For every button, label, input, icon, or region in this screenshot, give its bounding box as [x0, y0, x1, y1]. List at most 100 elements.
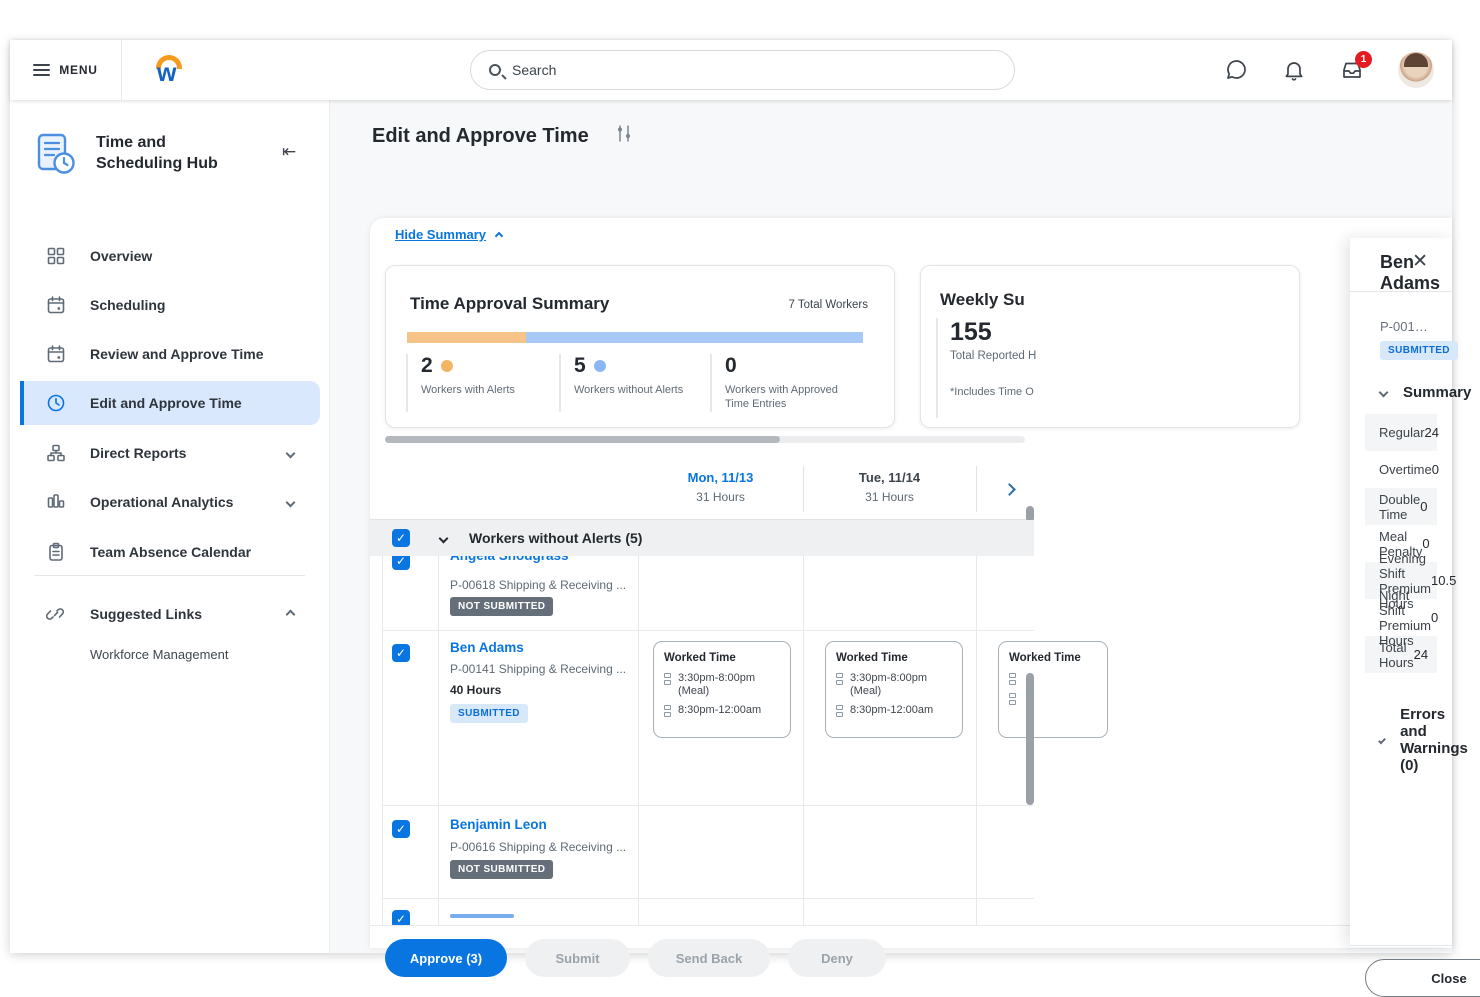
chevron-down-icon	[285, 448, 296, 458]
avatar[interactable]	[1398, 52, 1434, 88]
status-badge: SUBMITTED	[450, 704, 528, 723]
send-back-button[interactable]: Send Back	[648, 939, 770, 977]
collapse-sidebar-icon[interactable]: ⇤	[282, 142, 297, 161]
alert-dot	[440, 360, 453, 372]
inbox-icon[interactable]: 1	[1340, 51, 1372, 82]
settings-sliders-icon[interactable]	[615, 124, 634, 148]
chat-icon[interactable]	[1224, 58, 1248, 82]
card-title: Time Approval Summary	[410, 294, 610, 313]
worker-detail-panel: Ben Adams ✕ P-00141 Shipping & Receiving…	[1350, 238, 1480, 997]
approve-button[interactable]: Approve (3)	[385, 939, 507, 977]
search-input[interactable]: Search	[470, 50, 1015, 90]
grid-icon	[46, 246, 66, 266]
sidebar-item-suggested-links[interactable]: Suggested Links	[20, 592, 320, 636]
vertical-scrollbar-thumb[interactable]	[1026, 673, 1034, 805]
status-badge: NOT SUBMITTED	[450, 597, 554, 616]
time-block-icon	[836, 705, 843, 718]
table-actions-bar: Approve (3) Submit Send Back Deny	[370, 925, 1452, 977]
chevron-down-icon	[285, 497, 296, 507]
search-placeholder: Search	[512, 62, 557, 78]
app-window: MENU w Search 1	[10, 40, 1480, 997]
detail-actions-bar: Close View Profile	[1350, 945, 1480, 997]
hamburger-icon	[33, 61, 51, 79]
column-header-tue[interactable]: Tue, 11/14 31 Hours	[858, 470, 921, 504]
sidebar-item-team-absence-calendar[interactable]: Team Absence Calendar	[20, 530, 320, 574]
no-alerts-bar-segment	[525, 332, 863, 343]
chevron-right-icon	[1002, 482, 1016, 496]
close-icon[interactable]: ✕	[1412, 251, 1428, 272]
hide-summary-link[interactable]: Hide Summary	[395, 227, 504, 242]
table-header: Mon, 11/13 31 Hours Tue, 11/14 31 Hours	[370, 458, 1034, 520]
notifications-bell-icon[interactable]	[1282, 58, 1306, 82]
time-scheduling-hub-icon	[34, 132, 78, 178]
logo-arc-icon	[156, 55, 182, 69]
time-approval-summary-card: Time Approval Summary 7 Total Workers 2 …	[385, 265, 895, 428]
worker-link[interactable]: Ben Adams	[450, 640, 524, 655]
sidebar-item-operational-analytics[interactable]: Operational Analytics	[20, 480, 320, 524]
worked-time-card-tue[interactable]: Worked Time 3:30pm-8:00pm (Meal) 8:30pm-…	[825, 641, 963, 738]
menu-label: MENU	[59, 63, 98, 77]
ok-dot	[593, 360, 606, 372]
chevron-down-icon	[438, 533, 449, 543]
menu-button[interactable]: MENU	[10, 40, 122, 100]
link-icon	[46, 604, 66, 624]
column-header-mon[interactable]: Mon, 11/13 31 Hours	[687, 470, 754, 504]
search-icon	[489, 64, 501, 76]
clipped-worker-name	[450, 914, 514, 918]
topbar: MENU w Search 1	[10, 40, 1452, 100]
total-reported-hours-label: Total Reported H	[950, 350, 1037, 362]
content-panel: Hide Summary Time Approval Summary 7 Tot…	[370, 218, 1452, 977]
sidebar: Time and Scheduling Hub ⇤ Overview Sched…	[10, 100, 330, 953]
worker-position: P-00141 Shipping & Receiving ...	[450, 662, 627, 676]
errors-warnings-toggle[interactable]: Errors and Warnings (0)	[1378, 706, 1471, 774]
sidebar-item-review-and-approve-time[interactable]: Review and Approve Time	[20, 332, 320, 376]
chevron-up-icon	[285, 609, 296, 619]
summary-table: Regular 24 Overtime 0 Double Time 0 Meal Pe…	[1365, 414, 1456, 673]
time-block-icon	[664, 673, 671, 698]
row-checkbox[interactable]: ✓	[392, 644, 410, 662]
sidebar-item-direct-reports[interactable]: Direct Reports	[20, 431, 320, 475]
total-workers: 7 Total Workers	[788, 299, 868, 311]
workday-logo[interactable]: w	[152, 53, 188, 89]
detail-panel-title: Ben Adams	[1380, 252, 1441, 293]
hub-header: Time and Scheduling Hub	[34, 132, 256, 178]
row-checkbox[interactable]: ✓	[392, 820, 410, 838]
horizontal-scrollbar-thumb[interactable]	[385, 436, 780, 443]
chevron-up-icon	[494, 231, 504, 241]
worked-time-card-wed-clipped[interactable]: Worked Time	[998, 641, 1108, 738]
summary-row: Meal Penalty 0	[1379, 528, 1430, 559]
status-badge: SUBMITTED	[1380, 341, 1458, 360]
page-title: Edit and Approve Time	[372, 124, 589, 147]
sidebar-item-overview[interactable]: Overview	[20, 234, 320, 278]
summary-row: Evening Shift Premium Hours 10.5	[1365, 551, 1456, 611]
sidebar-link-workforce-management[interactable]: Workforce Management	[90, 647, 229, 662]
stat-workers-with-alerts: 2 Workers with Alerts	[406, 354, 546, 412]
time-block-icon	[1009, 693, 1016, 706]
row-checkbox[interactable]: ✓	[392, 910, 410, 928]
group-header-workers-without-alerts[interactable]: ✓ Workers without Alerts (5)	[370, 520, 1034, 556]
stat-workers-approved: 0 Workers with Approved Time Entries	[710, 354, 850, 412]
close-button[interactable]: Close	[1365, 959, 1480, 997]
worker-position: P-00618 Shipping & Receiving ...	[450, 578, 627, 592]
time-block-icon	[664, 705, 671, 718]
chevron-down-icon	[1378, 736, 1386, 744]
sidebar-divider	[34, 575, 305, 576]
worked-time-card-mon[interactable]: Worked Time 3:30pm-8:00pm (Meal) 8:30pm-…	[653, 641, 791, 738]
card-title: Weekly Su	[940, 290, 1025, 309]
summary-section-toggle[interactable]: Summary	[1378, 384, 1471, 401]
includes-time-off-note: *Includes Time O	[950, 386, 1034, 398]
deny-button[interactable]: Deny	[788, 939, 886, 977]
group-checkbox[interactable]: ✓	[392, 529, 410, 547]
worker-position-full: P-00141 Shipping & Receiving Associate, …	[1380, 319, 1434, 334]
row-checkbox[interactable]: ✓	[392, 552, 410, 570]
sidebar-item-scheduling[interactable]: Scheduling	[20, 283, 320, 327]
time-block-icon	[1009, 673, 1016, 686]
submit-button[interactable]: Submit	[525, 939, 630, 977]
main-area: Edit and Approve Time Hide Summary Time …	[330, 100, 1480, 997]
summary-row: Double Time 0	[1365, 488, 1437, 525]
sidebar-item-edit-and-approve-time[interactable]: Edit and Approve Time	[20, 381, 320, 425]
next-day-button[interactable]	[992, 472, 1026, 506]
worker-link[interactable]: Benjamin Leon	[450, 817, 547, 832]
inbox-badge: 1	[1355, 51, 1372, 68]
summary-row: Overtime 0	[1379, 462, 1439, 477]
